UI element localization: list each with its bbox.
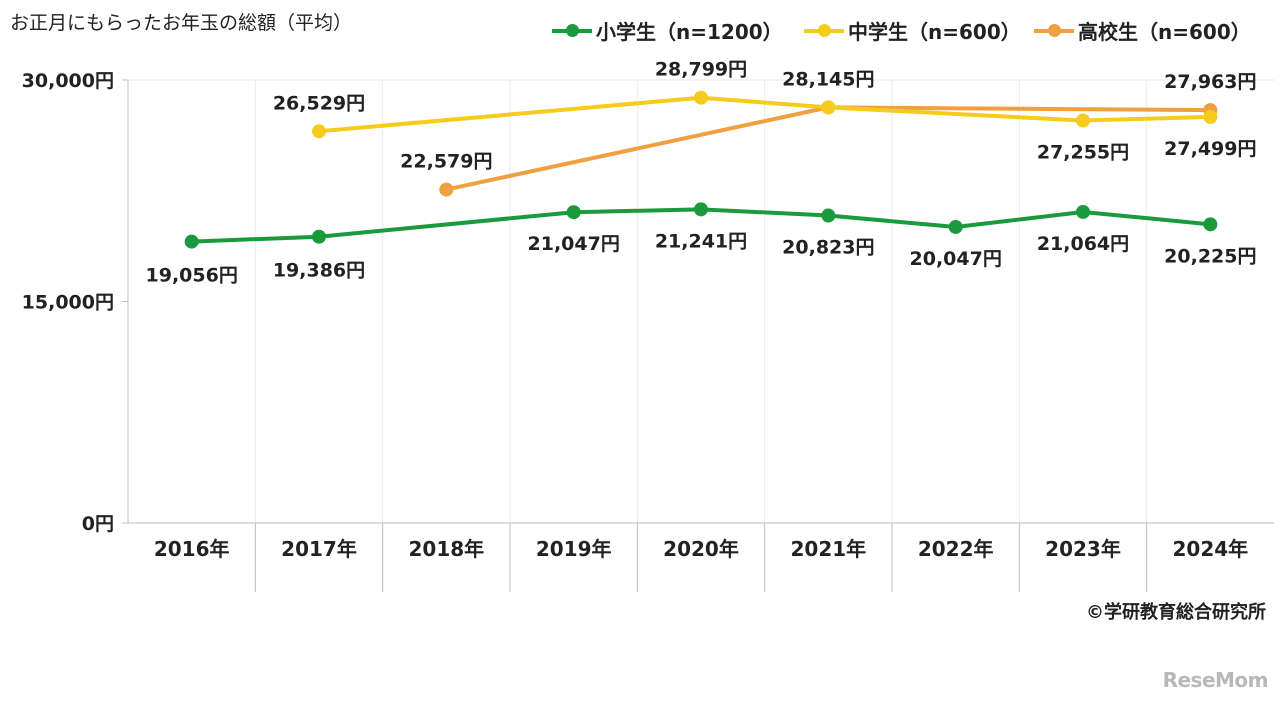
data-point (312, 229, 326, 244)
data-point (694, 90, 708, 105)
legend-label-junior-high: 中学生（n=600） (848, 20, 1021, 44)
x-tick-label: 2017年 (281, 537, 357, 561)
data-point (694, 202, 708, 217)
data-label: 21,064円 (1037, 233, 1129, 255)
series-lines (191, 95, 1211, 244)
x-tick-label: 2018年 (408, 537, 484, 561)
data-point (948, 219, 963, 234)
data-label: 21,047円 (528, 233, 620, 255)
y-tick-label: 0円 (82, 513, 114, 535)
legend-label-elementary: 小学生（n=1200） (596, 20, 783, 44)
axes: 0円 15,000円 30,000円 2016年 2017年 2018年 2019年 2020… (22, 70, 1274, 561)
data-point (566, 205, 581, 220)
data-point (1076, 204, 1090, 219)
data-label: 21,241円 (655, 230, 747, 252)
legend-swatch-elementary (552, 23, 592, 37)
data-label: 26,529円 (273, 92, 365, 114)
x-tick-label: 2019年 (536, 537, 612, 561)
data-point (439, 182, 454, 197)
data-point (1203, 109, 1218, 124)
series-line (191, 207, 1211, 244)
data-label: 22,579円 (400, 151, 492, 173)
legend-label-high-school: 高校生（n=600） (1078, 20, 1251, 44)
y-tick-label: 30,000円 (22, 70, 114, 92)
data-label: 28,799円 (655, 59, 747, 81)
grid-lines (128, 79, 1274, 592)
data-label: 19,386円 (273, 260, 365, 282)
data-point (312, 124, 326, 139)
resemom-logo: ReseMom (1162, 668, 1269, 692)
copyright-credit: ©学研教育総合研究所 (1086, 602, 1266, 623)
data-label: 28,145円 (782, 68, 874, 90)
series-points (184, 90, 1218, 249)
legend-item-elementary: 小学生（n=1200） (552, 16, 783, 45)
data-label: 20,047円 (910, 248, 1002, 270)
legend-swatch-junior-high (804, 23, 844, 37)
x-tick-label: 2021年 (790, 537, 866, 561)
legend-swatch-high-school (1034, 23, 1074, 37)
data-label: 27,963円 (1164, 71, 1256, 93)
data-point (1076, 113, 1090, 128)
data-point (821, 208, 836, 223)
y-tick-label: 15,000円 (22, 292, 114, 314)
chart-title: お正月にもらったお年玉の総額（平均） (10, 12, 353, 34)
data-labels: 19,056円 19,386円 21,047円 21,241円 20,823円 20,04… (146, 59, 1257, 287)
x-tick-label: 2023年 (1045, 537, 1121, 561)
legend-item-junior-high: 中学生（n=600） (804, 16, 1021, 45)
data-label: 27,499円 (1164, 138, 1256, 160)
data-point (821, 100, 836, 115)
data-point (1203, 217, 1218, 232)
legend-item-high-school: 高校生（n=600） (1034, 16, 1251, 45)
data-label: 27,255円 (1037, 142, 1129, 164)
x-tick-label: 2024年 (1172, 537, 1248, 561)
x-tick-label: 2020年 (663, 537, 739, 561)
data-point (184, 234, 199, 249)
data-label: 20,225円 (1164, 245, 1256, 267)
x-tick-label: 2016年 (154, 537, 230, 561)
x-tick-label: 2022年 (918, 537, 994, 561)
data-label: 19,056円 (146, 265, 238, 287)
data-label: 20,823円 (782, 237, 874, 259)
